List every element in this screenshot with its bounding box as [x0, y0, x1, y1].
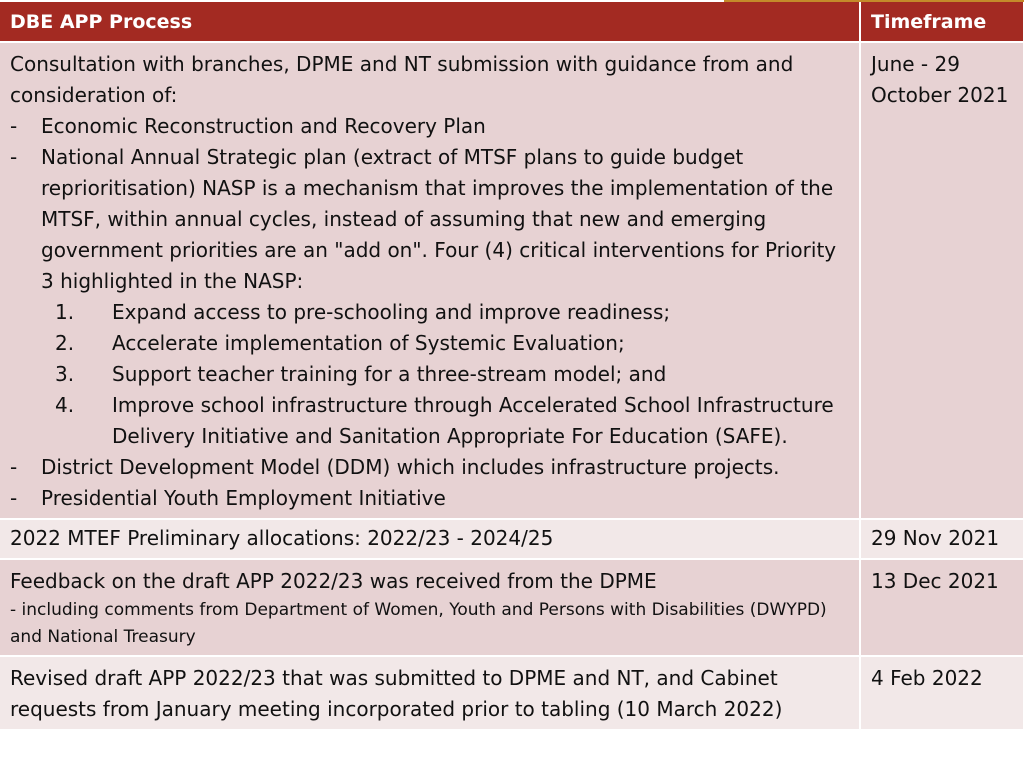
feedback-text: Feedback on the draft APP 2022/23 was re…	[10, 569, 657, 593]
table-row: Feedback on the draft APP 2022/23 was re…	[0, 559, 1024, 657]
list-item-text: Economic Reconstruction and Recovery Pla…	[41, 114, 486, 138]
list-item: - Economic Reconstruction and Recovery Pl…	[10, 111, 849, 142]
process-cell: Revised draft APP 2022/23 that was submi…	[0, 656, 861, 731]
table-header-row: DBE APP Process Timeframe	[0, 2, 1024, 43]
dash-bullet: -	[10, 145, 18, 169]
numbered-list: 1. Expand access to pre-schooling and imp…	[41, 297, 849, 452]
header-timeframe: Timeframe	[860, 2, 1024, 43]
item-number: 4.	[55, 393, 75, 417]
table-row: Consultation with branches, DPME and NT …	[0, 42, 1024, 520]
numbered-item-text: Support teacher training for a three-str…	[112, 362, 667, 386]
numbered-item: 3. Support teacher training for a three-s…	[41, 359, 849, 390]
numbered-item-text: Expand access to pre-schooling and impro…	[112, 300, 671, 324]
numbered-item: 1. Expand access to pre-schooling and imp…	[41, 297, 849, 328]
process-cell: Feedback on the draft APP 2022/23 was re…	[0, 559, 861, 657]
table-row: 2022 MTEF Preliminary allocations: 2022/…	[0, 519, 1024, 560]
consultation-intro: Consultation with branches, DPME and NT …	[10, 52, 794, 107]
dash-bullet: -	[10, 486, 18, 510]
list-item: - National Annual Strategic plan (extract…	[10, 142, 849, 452]
list-item: - District Development Model (DDM) which …	[10, 452, 849, 483]
numbered-item-text: Accelerate implementation of Systemic Ev…	[112, 331, 625, 355]
list-item: - Presidential Youth Employment Initiativ…	[10, 483, 849, 514]
timeframe-cell: 13 Dec 2021	[860, 559, 1024, 657]
timeframe-cell: 29 Nov 2021	[860, 519, 1024, 560]
list-item-text: District Development Model (DDM) which i…	[41, 455, 780, 479]
dash-bullet: -	[10, 114, 18, 138]
process-cell: 2022 MTEF Preliminary allocations: 2022/…	[0, 519, 861, 560]
table-row: Revised draft APP 2022/23 that was submi…	[0, 656, 1024, 731]
process-cell: Consultation with branches, DPME and NT …	[0, 42, 861, 520]
item-number: 1.	[55, 300, 75, 324]
item-number: 2.	[55, 331, 75, 355]
bullet-list: - Economic Reconstruction and Recovery Pl…	[10, 111, 849, 514]
process-table: DBE APP Process Timeframe Consultation w…	[0, 2, 1024, 731]
numbered-item: 4. Improve school infrastructure through …	[41, 390, 849, 452]
feedback-subtext: - including comments from Department of …	[10, 600, 827, 647]
list-item-text: Presidential Youth Employment Initiative	[41, 486, 446, 510]
timeframe-cell: 4 Feb 2022	[860, 656, 1024, 731]
numbered-item-text: Improve school infrastructure through Ac…	[112, 393, 834, 448]
dash-bullet: -	[10, 455, 18, 479]
item-number: 3.	[55, 362, 75, 386]
timeframe-cell: June - 29 October 2021	[860, 42, 1024, 520]
list-item-text: National Annual Strategic plan (extract …	[41, 145, 837, 293]
header-process: DBE APP Process	[0, 2, 861, 43]
accent-bar	[724, 0, 1024, 3]
numbered-item: 2. Accelerate implementation of Systemic …	[41, 328, 849, 359]
